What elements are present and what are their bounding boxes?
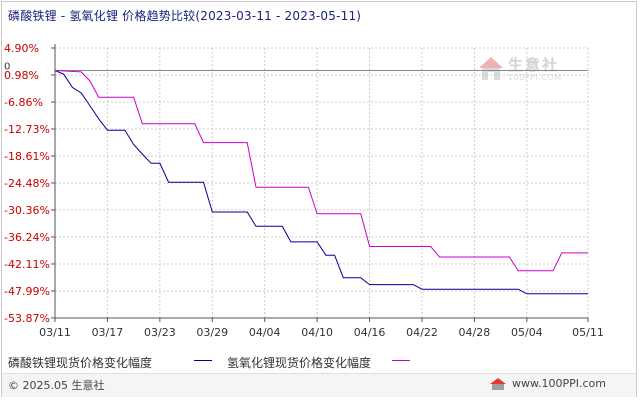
x-tick-label: 04/04 (249, 326, 281, 339)
legend-label-series-1: 磷酸铁锂现货价格变化幅度 (8, 356, 153, 370)
footer-bar (2, 373, 636, 397)
x-tick-label: 04/16 (354, 326, 386, 339)
legend-swatch-series-2 (392, 360, 410, 361)
footer-site-link[interactable]: www.100PPI.com (512, 377, 606, 390)
x-tick-label: 03/17 (92, 326, 124, 339)
y-tick-label: -30.36% (4, 204, 50, 217)
y-tick-label: -42.11% (4, 258, 50, 271)
x-tick-label: 03/29 (196, 326, 228, 339)
y-tick-label: -18.61% (4, 150, 50, 163)
y-tick-label: -24.48% (4, 177, 50, 190)
x-tick-label: 04/22 (406, 326, 438, 339)
y-tick-label: -36.24% (4, 231, 50, 244)
footer-copyright: © 2025.05 生意社 (8, 379, 105, 392)
x-tick-label: 05/04 (511, 326, 543, 339)
series-line-1 (54, 70, 588, 295)
axis-layer (51, 44, 589, 322)
watermark-url: 100PPI.COM (508, 73, 562, 82)
site-logo-icon (490, 378, 506, 390)
x-tick-label: 04/10 (301, 326, 333, 339)
series-line-2 (54, 70, 588, 272)
watermark-name: 生意社 (508, 56, 560, 74)
line-chart: 4.90% 0.98% -6.86% -12.73% -18.61% -24.48% -30… (4, 42, 604, 339)
y-tick-label: 0.98% (4, 69, 39, 82)
y-tick-label: -12.73% (4, 123, 50, 136)
x-tick-label: 04/28 (459, 326, 491, 339)
zero-label: 0 (4, 62, 10, 73)
x-tick-label: 05/11 (572, 326, 604, 339)
legend-swatch-series-1 (194, 360, 212, 361)
grid-layer (54, 47, 589, 319)
x-tick-label: 03/11 (39, 326, 71, 339)
legend-label-series-2: 氢氧化锂现货价格变化幅度 (227, 356, 372, 370)
y-tick-label: 4.90% (4, 42, 39, 55)
y-tick-label: -53.87% (4, 312, 50, 325)
x-tick-label: 03/23 (144, 326, 176, 339)
tick-label-layer: 4.90% 0.98% -6.86% -12.73% -18.61% -24.48% -30… (4, 42, 604, 339)
y-tick-label: -6.86% (4, 96, 43, 109)
chart-title: 磷酸铁锂 - 氢氧化锂 价格趋势比较(2023-03-11 - 2023-05-… (8, 9, 362, 23)
series-layer (54, 70, 588, 295)
y-tick-label: -47.99% (4, 285, 50, 298)
